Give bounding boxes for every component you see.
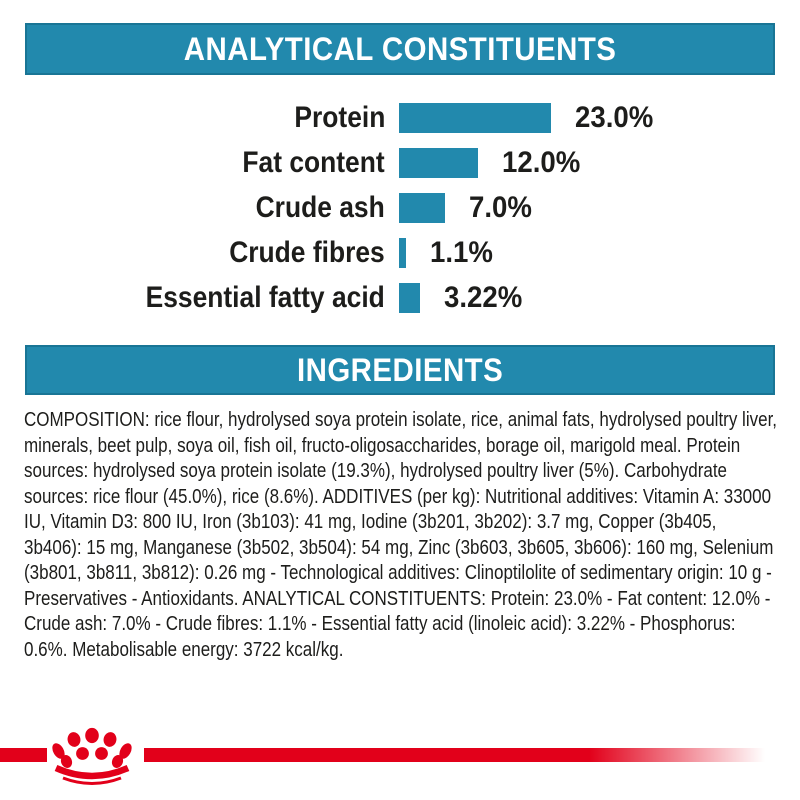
chart-row-protein: Protein 23.0% (25, 95, 775, 140)
bar-essential-fatty-acid (399, 282, 421, 313)
chart-row-essential-fatty-acid: Essential fatty acid 3.22% (25, 275, 775, 320)
analytical-constituents-chart: Protein 23.0% Fat content 12.0% Crude as… (25, 95, 775, 320)
ingredients-banner: INGREDIENTS (25, 345, 775, 395)
bar-crude-ash (399, 192, 446, 223)
bar-value-crude-fibres: 1.1% (430, 235, 494, 269)
bar-fat-content (399, 147, 479, 178)
ingredients-title: INGREDIENTS (296, 351, 504, 388)
bar-value-crude-ash: 7.0% (469, 190, 533, 224)
bar-label-crude-fibres: Crude fibres (229, 235, 385, 269)
composition-text: COMPOSITION: rice flour, hydrolysed soya… (24, 409, 778, 661)
bar-label-fat-content: Fat content (242, 145, 385, 179)
bar-label-crude-ash: Crude ash (255, 190, 385, 224)
royal-canin-crown-icon (52, 727, 132, 785)
chart-row-crude-fibres: Crude fibres 1.1% (25, 230, 775, 275)
chart-row-fat-content: Fat content 12.0% (25, 140, 775, 185)
analytical-constituents-banner: ANALYTICAL CONSTITUENTS (25, 23, 775, 75)
bar-value-fat-content: 12.0% (502, 145, 581, 179)
bar-value-essential-fatty-acid: 3.22% (444, 280, 523, 314)
bar-protein (399, 102, 551, 133)
bar-label-essential-fatty-acid: Essential fatty acid (145, 280, 385, 314)
bar-label-protein: Protein (294, 100, 385, 134)
analytical-constituents-title: ANALYTICAL CONSTITUENTS (183, 30, 617, 67)
brand-stripe (0, 748, 765, 762)
chart-row-crude-ash: Crude ash 7.0% (25, 185, 775, 230)
bar-value-protein: 23.0% (574, 100, 654, 134)
bar-crude-fibres (399, 237, 407, 268)
